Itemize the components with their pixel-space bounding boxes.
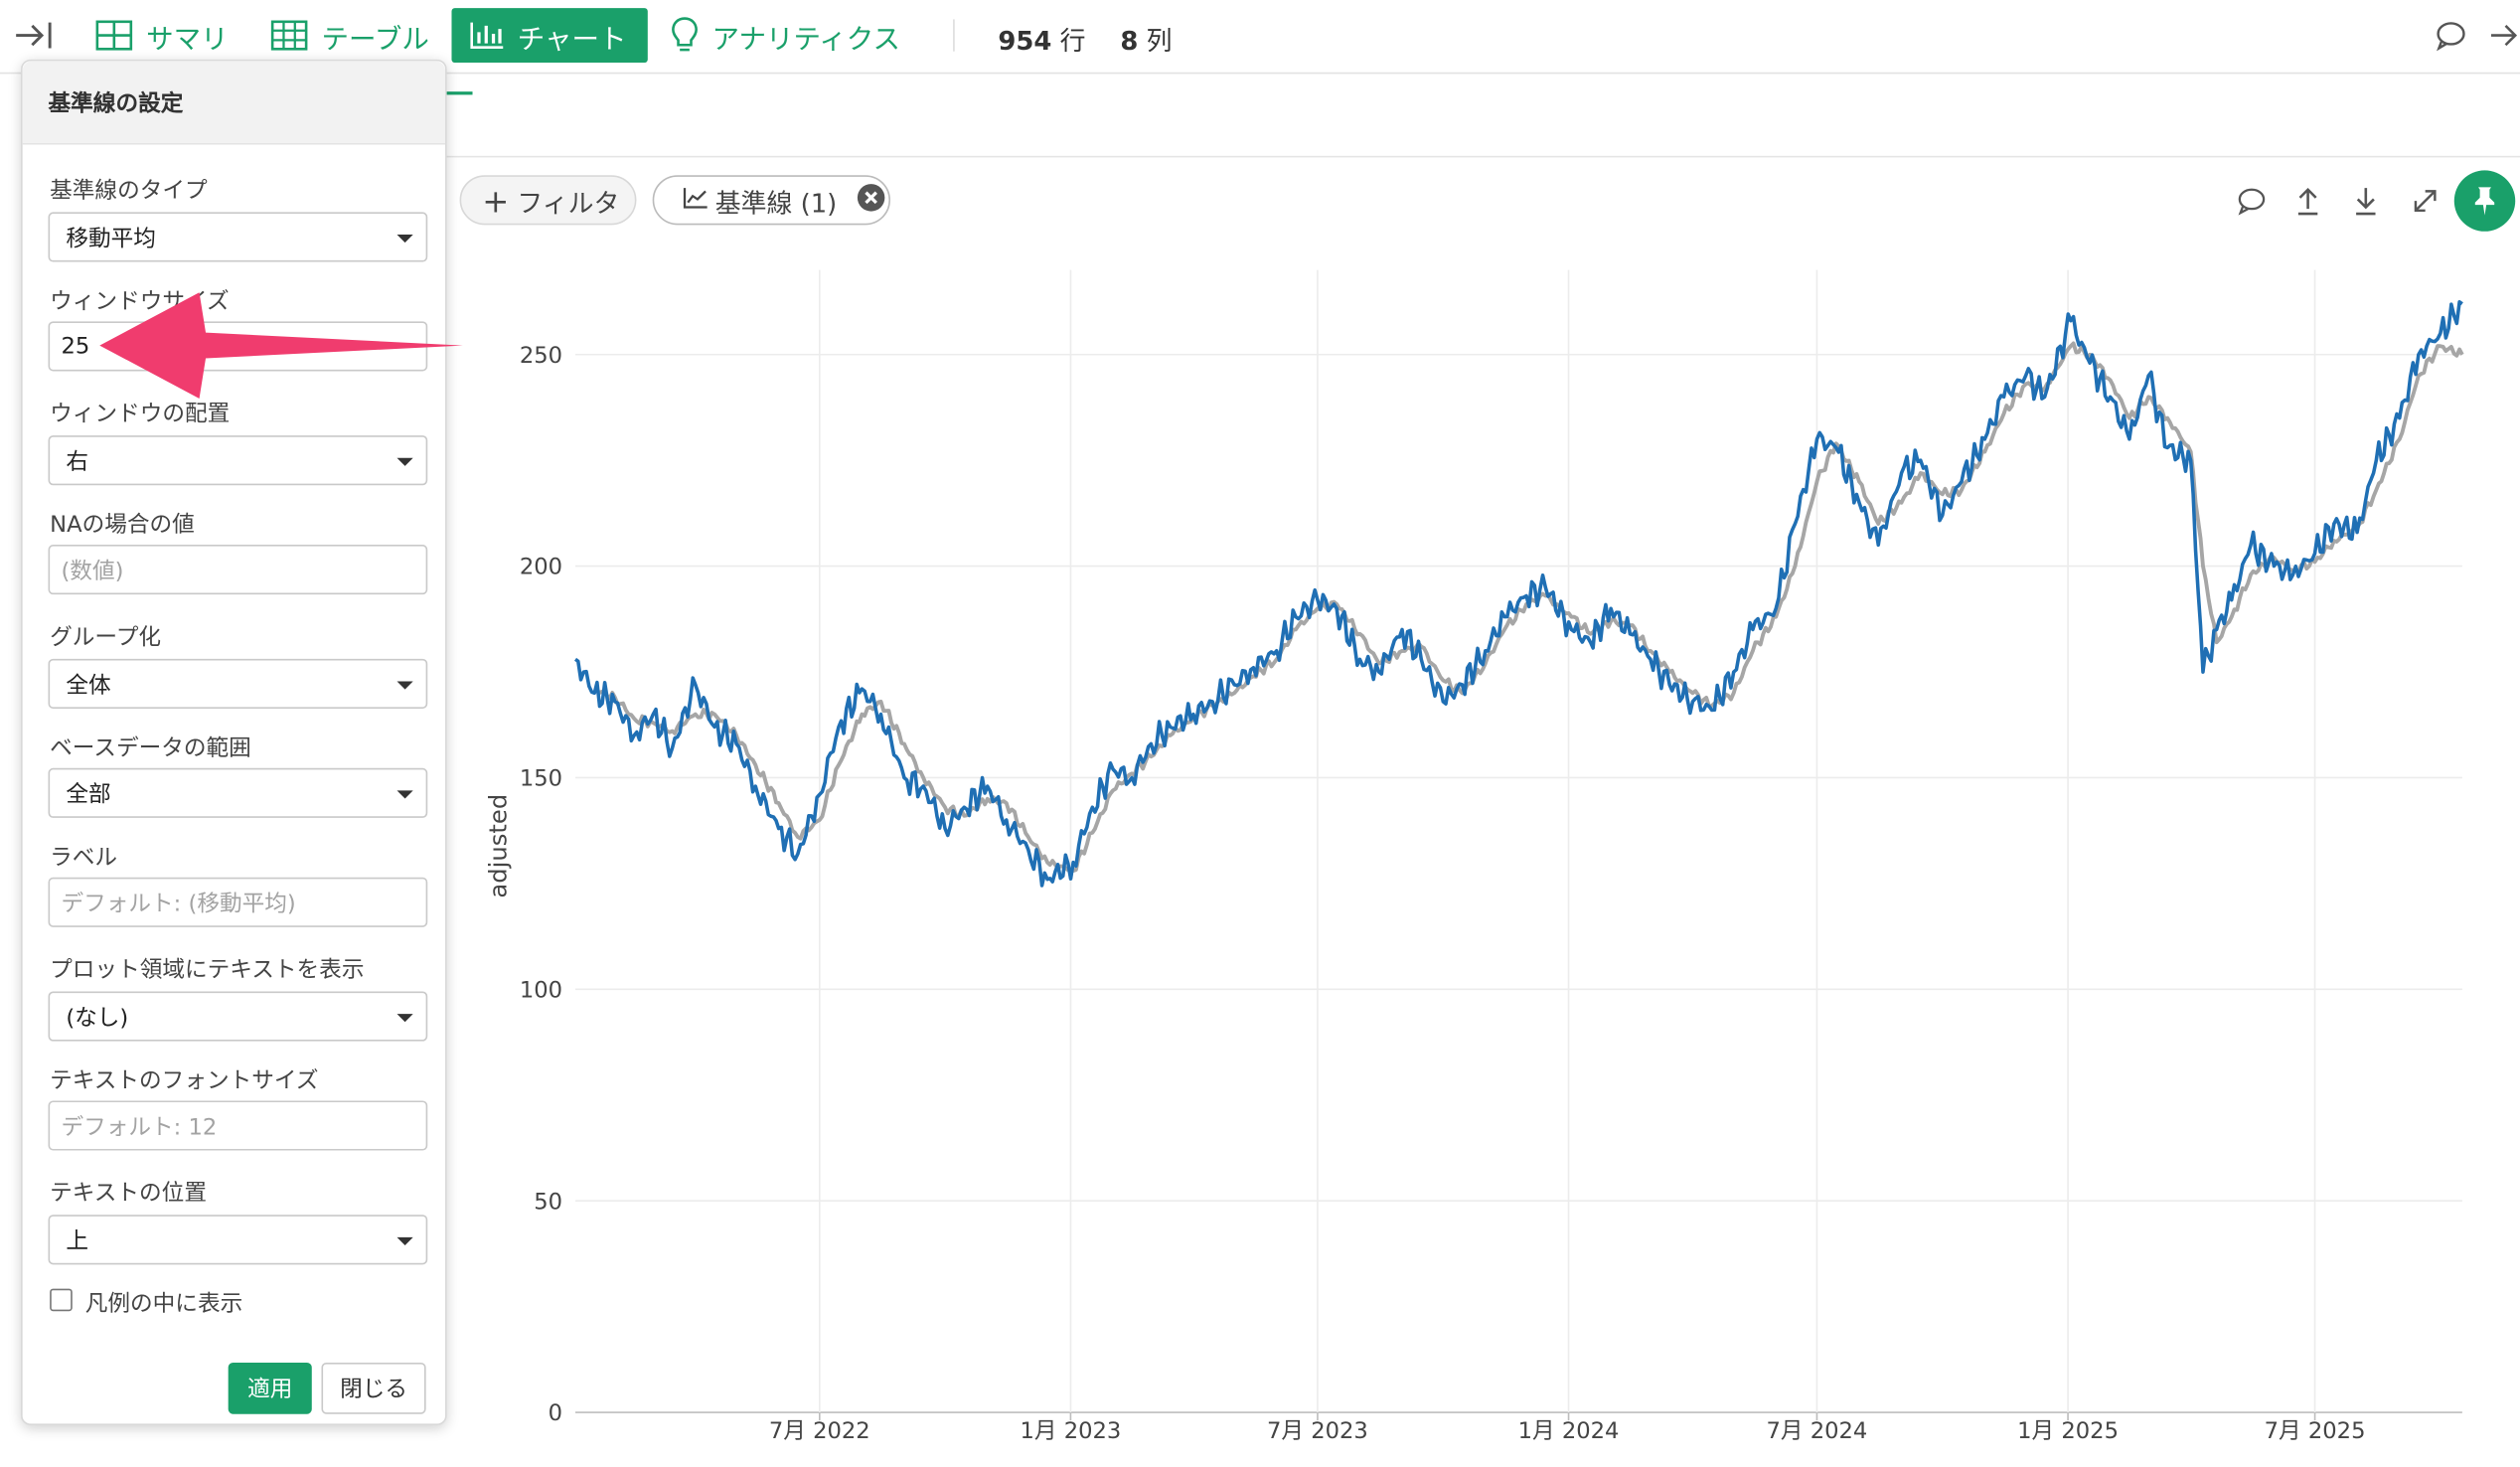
grouping-label: グループ化 (50, 624, 162, 651)
grouping-select[interactable]: 全体 (48, 658, 428, 709)
y-tick-label: 50 (534, 1189, 562, 1215)
font-size-label: テキストのフォントサイズ (50, 1068, 319, 1094)
type-select-value: 移動平均 (66, 226, 156, 252)
add-filter-button[interactable]: + フィルタ (459, 175, 637, 226)
y-tick-label: 150 (520, 766, 562, 792)
collapse-right-icon[interactable] (13, 18, 55, 54)
tab-analytics-label: アナリティクス (711, 23, 900, 56)
tab-table[interactable]: テーブル (252, 8, 447, 63)
pin-button[interactable] (2453, 170, 2516, 232)
line-chart-icon (683, 185, 709, 216)
download-icon[interactable] (2348, 183, 2384, 219)
plot-text-label: プロット領域にテキストを表示 (50, 957, 365, 984)
panel-header: 基準線の設定 (22, 61, 446, 145)
tab-table-label: テーブル (321, 23, 429, 56)
arrow-right-icon[interactable] (2488, 19, 2520, 51)
column-count: 8 列 (1120, 25, 1173, 57)
x-tick-label: 1月 2023 (1021, 1418, 1122, 1444)
table-grid-icon (270, 19, 309, 51)
y-tick-label: 200 (520, 555, 562, 580)
na-value-input[interactable]: (数値) (48, 545, 428, 595)
caret-down-icon (396, 1236, 413, 1245)
y-axis-label: adjusted (483, 794, 512, 898)
apply-button[interactable]: 適用 (228, 1362, 312, 1414)
lightbulb-icon (670, 16, 699, 55)
tab-summary-label: サマリ (146, 23, 229, 56)
label-input[interactable]: デフォルト: (移動平均) (48, 877, 428, 927)
show-in-legend-checkbox[interactable] (50, 1288, 73, 1312)
grouping-value: 全体 (66, 672, 111, 699)
tab-chart[interactable]: チャート (451, 8, 648, 64)
type-select[interactable]: 移動平均 (48, 212, 428, 262)
window-size-label: ウィンドウサイズ (50, 289, 230, 315)
tab-chart-label: チャート (517, 23, 627, 56)
remove-circle-icon[interactable] (857, 182, 885, 218)
caret-down-icon (396, 681, 413, 690)
base-range-label: ベースデータの範囲 (50, 735, 251, 762)
na-value-label: NAの場合の値 (50, 512, 195, 539)
reference-line-settings-panel: 基準線の設定 基準線のタイプ 移動平均 ウィンドウサイズ 25 ウィンドウの配置… (21, 59, 447, 1426)
x-tick-label: 1月 2024 (1518, 1418, 1620, 1444)
line-chart: 0 50 100 150 200 250 7月 2022 1月 2023 7月 2023 1月 2… (483, 269, 2464, 1444)
summary-grid-icon (94, 19, 133, 51)
bar-chart-icon (469, 21, 505, 50)
x-tick-label: 7月 2023 (1267, 1418, 1368, 1444)
tab-analytics[interactable]: アナリティクス (653, 8, 918, 63)
text-position-label: テキストの位置 (50, 1181, 207, 1208)
base-range-select[interactable]: 全部 (48, 767, 428, 818)
window-align-select[interactable]: 右 (48, 435, 428, 486)
y-tick-label: 0 (549, 1400, 562, 1426)
plus-icon: + (482, 180, 510, 220)
window-align-label: ウィンドウの配置 (50, 402, 231, 428)
y-tick-label: 100 (520, 977, 562, 1003)
add-filter-label: フィルタ (517, 187, 620, 219)
x-tick-label: 7月 2024 (1767, 1418, 1868, 1444)
tab-summary[interactable]: サマリ (78, 8, 246, 63)
window-size-value: 25 (61, 333, 90, 360)
nav-divider (953, 19, 955, 52)
caret-down-icon (396, 457, 413, 466)
reference-line-pill-label: 基準線 (1) (714, 187, 838, 219)
label-placeholder: デフォルト: (移動平均) (61, 891, 296, 917)
text-position-select[interactable]: 上 (48, 1215, 428, 1265)
close-button[interactable]: 閉じる (321, 1362, 426, 1414)
text-position-value: 上 (66, 1227, 88, 1254)
window-size-input[interactable]: 25 (48, 321, 428, 372)
font-size-placeholder: デフォルト: 12 (61, 1114, 218, 1141)
reference-line-pill[interactable]: 基準線 (1) (652, 175, 891, 226)
font-size-input[interactable]: デフォルト: 12 (48, 1100, 428, 1151)
type-label: 基準線のタイプ (50, 178, 208, 205)
row-count: 954 行 (998, 25, 1086, 57)
show-in-legend-label: 凡例の中に表示 (84, 1291, 243, 1318)
series-adjusted-line (574, 299, 2463, 888)
plot-text-select[interactable]: (なし) (48, 991, 428, 1042)
fullscreen-icon[interactable] (2408, 183, 2443, 219)
comment-icon[interactable] (2434, 19, 2469, 52)
x-tick-label: 7月 2022 (769, 1418, 870, 1444)
caret-down-icon (396, 1014, 413, 1023)
caret-down-icon (396, 790, 413, 799)
pin-icon (2470, 185, 2499, 224)
active-tab-indicator (443, 91, 473, 95)
x-tick-label: 7月 2025 (2265, 1418, 2366, 1444)
panel-title: 基準線の設定 (48, 91, 184, 118)
label-label: ラベル (50, 845, 118, 872)
window-align-value: 右 (66, 448, 88, 475)
y-tick-label: 250 (520, 343, 562, 369)
x-tick-label: 1月 2025 (2017, 1418, 2119, 1444)
plot-text-value: (なし) (66, 1005, 129, 1032)
comment-icon[interactable] (2234, 183, 2270, 219)
upload-icon[interactable] (2290, 183, 2326, 219)
na-value-placeholder: (数値) (61, 558, 124, 584)
caret-down-icon (396, 235, 413, 244)
chart-tab-strip (443, 91, 2520, 158)
base-range-value: 全部 (66, 781, 111, 808)
